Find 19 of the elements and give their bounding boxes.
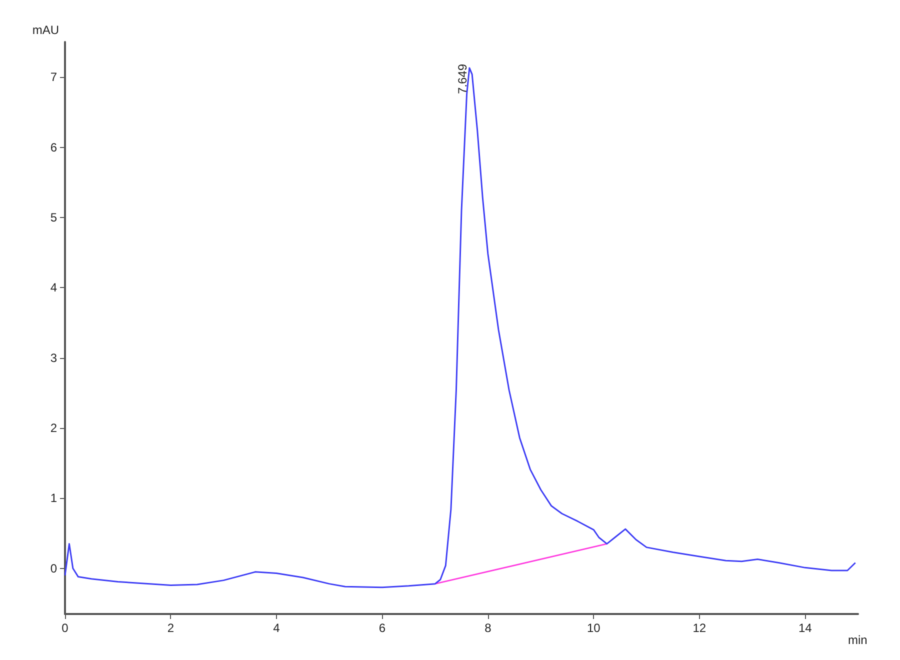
y-tick-label: 7	[50, 70, 58, 84]
x-tick-label: 10	[586, 621, 601, 635]
x-tick-label: 14	[798, 621, 812, 635]
x-tick-label: 8	[484, 621, 492, 635]
y-tick-label: 6	[50, 140, 58, 154]
y-tick-label: 1	[50, 491, 58, 506]
y-tick-label: 3	[50, 350, 58, 365]
annotation: 7.649	[455, 64, 470, 94]
y-tick-label: 4	[50, 280, 58, 295]
x-tick-label: 0	[62, 621, 69, 635]
x-tick-label: 2	[167, 621, 174, 635]
y-tick-label: 0	[50, 561, 58, 576]
y-axis-title: mAU	[32, 23, 59, 37]
x-tick-label: 6	[378, 621, 386, 635]
x-axis-title: min	[848, 633, 868, 647]
y-tick-label: 2	[50, 421, 58, 436]
x-tick-label: 4	[273, 621, 280, 635]
y-tick-label: 5	[50, 210, 58, 224]
x-tick-label: 12	[692, 621, 706, 635]
